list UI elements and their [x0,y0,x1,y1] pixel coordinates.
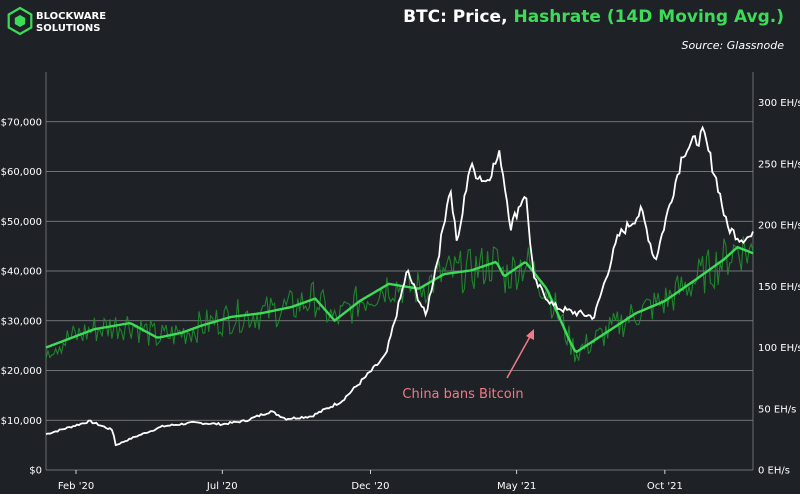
y-tick-left-label: $10,000 [1,416,42,427]
x-tick-label: Feb '20 [58,481,94,492]
y-tick-right-label: 250 EH/s [758,159,800,170]
y-tick-left-label: $70,000 [1,117,42,128]
y-tick-left-label: $30,000 [1,316,42,327]
y-tick-left-label: $60,000 [1,167,42,178]
series-hashrate [45,245,754,354]
chart-source: Source: Glassnode [682,39,785,52]
annotation-text: China bans Bitcoin [402,387,523,402]
chart-title-hashrate: Hashrate (14D Moving Avg.) [513,7,784,27]
y-tick-right-label: 0 EH/s [758,466,790,477]
hexagon-icon [7,6,33,36]
y-tick-right-label: 150 EH/s [758,282,800,293]
y-axis-right: 0 EH/s 50 EH/s 100 EH/s 150 EH/s 200 EH/s 250… [758,98,800,476]
y-tick-right-label: 100 EH/s [758,343,800,354]
annotation-china-ban: China bans Bitcoin [402,329,534,402]
series-hashrate-daily [45,236,754,363]
y-axis-left: $0 $10,000 $20,000 $30,000 $40,000 $50,000 $60… [1,117,42,476]
y-tick-left-label: $50,000 [1,217,42,228]
x-axis: Feb '20 Jul '20 Dec '20 May '21 Oct '21 [58,470,683,492]
brand-line2: SOLUTIONS [36,23,100,34]
x-tick-label: Dec '20 [351,481,389,492]
y-tick-left-label: $40,000 [1,267,42,278]
y-tick-right-label: 300 EH/s [758,98,800,109]
series-price [45,125,754,447]
x-tick-label: Oct '21 [647,481,683,492]
chart-title-price: BTC: Price, [403,7,513,27]
brand-line1: BLOCKWARE [36,11,106,22]
y-tick-left-label: $0 [29,466,42,477]
brand-logo: BLOCKWARE SOLUTIONS [7,6,106,36]
x-tick-label: Jul '20 [206,481,238,492]
y-tick-left-label: $20,000 [1,366,42,377]
annotation-arrowhead-icon [526,329,534,340]
chart-title: BTC: Price, Hashrate (14D Moving Avg.) [403,7,784,27]
y-tick-right-label: 200 EH/s [758,221,800,232]
y-tick-right-label: 50 EH/s [758,404,796,415]
annotation-arrow-line [506,332,533,379]
x-tick-label: May '21 [497,481,536,492]
